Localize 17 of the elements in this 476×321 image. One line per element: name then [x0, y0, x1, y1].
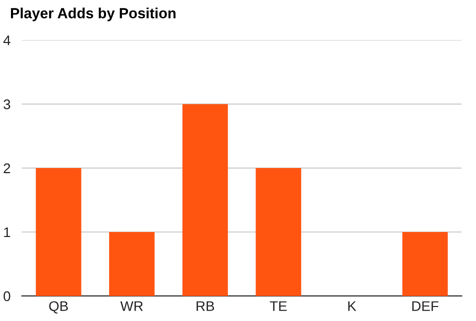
- bar: [256, 168, 302, 296]
- bar: [402, 232, 448, 296]
- x-tick-label: TE: [270, 301, 287, 311]
- bar: [109, 232, 155, 296]
- y-tick-label: 0: [4, 291, 10, 302]
- y-tick-label: 1: [4, 227, 10, 238]
- x-tick-label: QB: [49, 301, 68, 314]
- bar: [182, 104, 228, 296]
- x-tick-label: K: [348, 301, 356, 311]
- y-tick-label: 4: [3, 36, 10, 46]
- x-tick-label: DEF: [412, 301, 438, 311]
- x-tick-label: WR: [120, 301, 143, 311]
- chart-title: Player Adds by Position: [10, 8, 176, 22]
- x-tick-label: RB: [196, 301, 214, 311]
- bar: [36, 168, 82, 296]
- y-tick-label: 3: [4, 99, 10, 110]
- y-tick-label: 2: [4, 163, 10, 174]
